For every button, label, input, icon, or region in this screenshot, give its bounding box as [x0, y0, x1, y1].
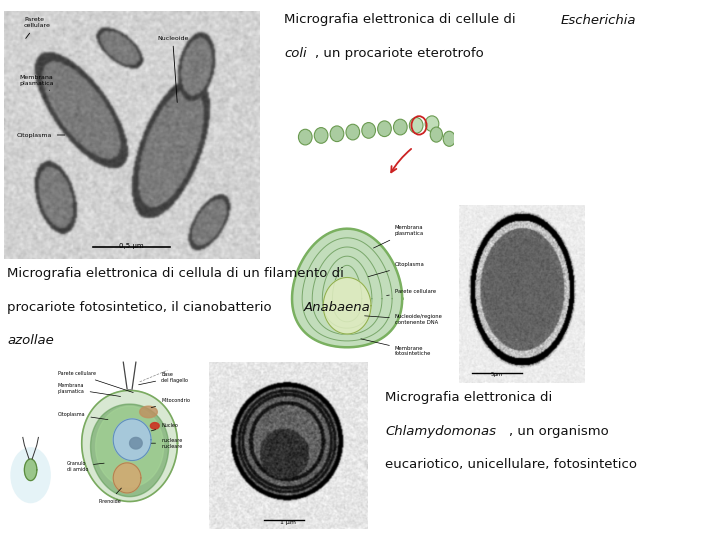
Polygon shape — [140, 406, 157, 418]
Polygon shape — [323, 278, 371, 334]
Polygon shape — [150, 423, 159, 429]
Text: Citoplasma: Citoplasma — [368, 262, 425, 276]
Ellipse shape — [425, 116, 439, 132]
Text: Base
del flagello: Base del flagello — [139, 372, 188, 385]
Text: azollae: azollae — [7, 334, 54, 347]
Text: 0,5 µm: 0,5 µm — [119, 243, 144, 249]
Ellipse shape — [330, 126, 344, 141]
Text: Pirenoide: Pirenoide — [98, 488, 122, 503]
Text: Citoplasma: Citoplasma — [17, 132, 65, 138]
Text: Micrografia elettronica di cellula di un filamento di: Micrografia elettronica di cellula di un… — [7, 267, 344, 280]
Polygon shape — [113, 463, 141, 493]
Text: Nucleoide: Nucleoide — [157, 36, 189, 103]
Polygon shape — [113, 419, 151, 461]
Text: Chlamydomonas: Chlamydomonas — [385, 425, 496, 438]
Text: Micrografia elettronica di: Micrografia elettronica di — [385, 392, 552, 404]
Text: Nucleo: Nucleo — [151, 423, 178, 431]
Text: eucariotico, unicellulare, fotosintetico: eucariotico, unicellulare, fotosintetico — [385, 458, 637, 471]
Polygon shape — [82, 390, 177, 502]
Ellipse shape — [315, 127, 328, 143]
Text: , un procariote eterotrofo: , un procariote eterotrofo — [315, 47, 483, 60]
Text: Parete cellulare: Parete cellulare — [387, 289, 436, 295]
Text: Escherichia: Escherichia — [560, 14, 636, 26]
Text: nucleare
nucleare: nucleare nucleare — [151, 438, 182, 449]
Text: Membrane
fotosintetiche: Membrane fotosintetiche — [361, 339, 431, 356]
Text: , un organismo: , un organismo — [509, 425, 609, 438]
Circle shape — [10, 447, 51, 503]
Ellipse shape — [362, 123, 376, 138]
Text: Granulo
di amido: Granulo di amido — [66, 461, 104, 472]
Text: Membrana
plasmatica: Membrana plasmatica — [19, 75, 53, 90]
Text: Parete cellulare: Parete cellulare — [58, 372, 133, 393]
Ellipse shape — [378, 121, 392, 137]
Polygon shape — [91, 404, 168, 497]
Text: coli: coli — [284, 47, 307, 60]
Polygon shape — [24, 459, 37, 481]
Polygon shape — [292, 228, 402, 347]
Ellipse shape — [431, 127, 442, 142]
Text: Membrana
plasmatica: Membrana plasmatica — [374, 226, 424, 248]
Polygon shape — [96, 406, 163, 487]
Text: 1 µm: 1 µm — [280, 520, 296, 525]
Ellipse shape — [346, 124, 360, 140]
Text: Anabaena: Anabaena — [304, 301, 371, 314]
Text: Micrografia elettronica di cellule di: Micrografia elettronica di cellule di — [284, 14, 521, 26]
Text: 5µm: 5µm — [491, 372, 503, 377]
Ellipse shape — [394, 119, 408, 135]
Text: Membrana
plasmatica: Membrana plasmatica — [58, 383, 120, 396]
Polygon shape — [130, 437, 142, 449]
Ellipse shape — [299, 129, 312, 145]
Ellipse shape — [410, 118, 423, 133]
Text: procariote fotosintetico, il cianobatterio: procariote fotosintetico, il cianobatter… — [7, 301, 276, 314]
Text: Parete
cellulare: Parete cellulare — [24, 17, 51, 38]
Text: Nucleoide/regione
contenente DNA: Nucleoide/regione contenente DNA — [364, 314, 443, 325]
Text: Mitocondrio: Mitocondrio — [151, 398, 190, 408]
Ellipse shape — [444, 131, 456, 146]
Text: Citoplasma: Citoplasma — [58, 412, 108, 420]
